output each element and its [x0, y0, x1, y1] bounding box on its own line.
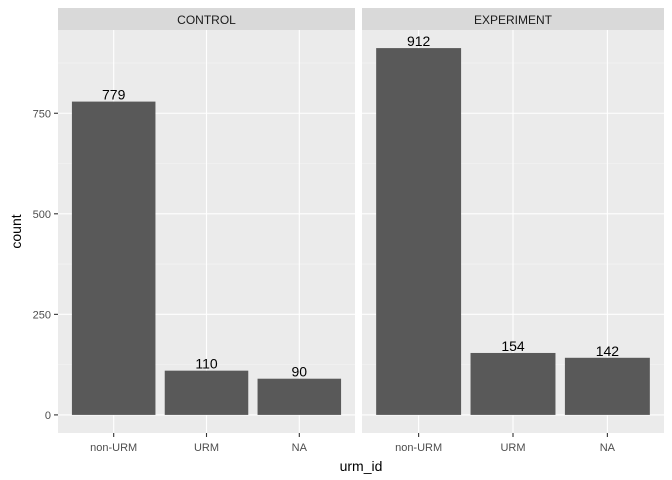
- x-tick-label: URM: [194, 442, 219, 454]
- facet-strip: [58, 8, 355, 30]
- x-tick-label: NA: [600, 442, 616, 454]
- y-tick-label: 750: [33, 108, 51, 120]
- facet-strip: [362, 8, 664, 30]
- facet-strip-label: CONTROL: [177, 13, 236, 27]
- x-tick-label: non-URM: [90, 442, 137, 454]
- y-tick-label: 500: [33, 209, 51, 221]
- x-axis-title: urm_id: [340, 458, 383, 474]
- facet-panel: 912 154 142 EXPERIMENT non-URM URM NA: [362, 8, 664, 454]
- y-axis: 0 250 500 750: [33, 108, 58, 422]
- bar: [564, 357, 650, 415]
- bar: [376, 48, 462, 415]
- x-tick-label: URM: [500, 442, 525, 454]
- bar-value-label: 912: [407, 33, 431, 49]
- y-tick-label: 250: [33, 309, 51, 321]
- bar-value-label: 779: [102, 87, 126, 103]
- y-axis-title: count: [8, 214, 24, 248]
- bar-value-label: 90: [292, 364, 308, 380]
- x-tick-label: non-URM: [395, 442, 442, 454]
- bar: [71, 101, 156, 415]
- bar: [257, 378, 342, 415]
- bar-value-label: 142: [596, 343, 620, 359]
- bar: [470, 352, 556, 415]
- bar: [164, 370, 249, 415]
- x-tick-label: NA: [292, 442, 308, 454]
- facet-strip-label: EXPERIMENT: [474, 13, 553, 27]
- facet-panel: 779 110 90 CONTROL non-URM URM NA: [58, 8, 355, 454]
- bar-value-label: 110: [195, 356, 218, 372]
- y-tick-label: 0: [45, 410, 51, 422]
- bar-value-label: 154: [501, 338, 525, 354]
- facet-panels: 779 110 90 CONTROL non-URM URM NA 912 154 142 EXPE…: [58, 8, 664, 454]
